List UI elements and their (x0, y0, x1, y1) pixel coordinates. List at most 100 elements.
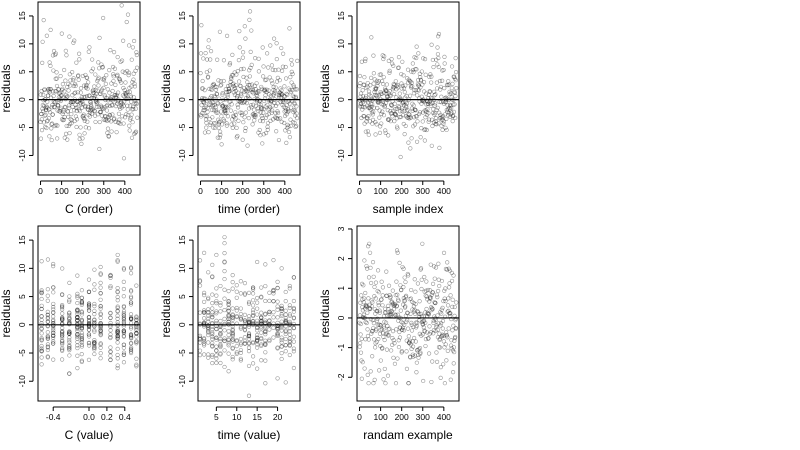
data-point (119, 100, 124, 105)
data-point (115, 74, 120, 79)
data-point (199, 86, 205, 91)
data-point (209, 86, 214, 91)
data-point (93, 72, 98, 77)
data-point (371, 337, 377, 342)
data-point (115, 322, 120, 327)
data-point (49, 126, 54, 131)
data-point (358, 104, 363, 109)
data-point (92, 267, 97, 272)
data-point (75, 307, 80, 312)
data-point (198, 51, 204, 56)
data-point (393, 112, 399, 118)
data-point (398, 97, 404, 102)
data-point (382, 90, 387, 95)
data-point (121, 350, 127, 355)
data-point (454, 86, 459, 91)
data-point (202, 322, 207, 327)
data-point (291, 349, 296, 354)
data-point (51, 310, 56, 315)
data-point (124, 112, 129, 117)
data-point (246, 317, 252, 322)
data-point (360, 100, 366, 105)
data-point (219, 82, 224, 87)
data-point (75, 315, 80, 320)
data-point (450, 304, 455, 309)
data-point (273, 103, 279, 108)
data-point (404, 101, 410, 106)
data-point (134, 330, 139, 336)
data-point (226, 319, 231, 324)
data-point (420, 82, 425, 87)
data-point (51, 323, 56, 328)
y-tick-label: -5 (177, 124, 187, 132)
data-point (39, 89, 44, 94)
data-point (80, 136, 85, 141)
data-point (391, 108, 396, 113)
data-point (51, 93, 56, 99)
data-point (361, 82, 366, 87)
data-point (205, 98, 210, 103)
data-point (397, 329, 402, 335)
data-point (429, 306, 435, 311)
data-point (443, 95, 449, 100)
data-point (420, 332, 425, 337)
data-point (279, 340, 284, 345)
data-point (263, 338, 268, 343)
data-point (396, 298, 401, 303)
data-point (447, 311, 452, 316)
data-point (412, 309, 417, 314)
data-point (94, 97, 99, 102)
data-point (410, 108, 415, 113)
data-point (368, 83, 373, 88)
data-point (415, 88, 420, 93)
data-point (98, 341, 103, 346)
data-point (418, 266, 424, 271)
data-point (259, 321, 264, 327)
data-point (40, 102, 45, 108)
data-point (213, 121, 218, 126)
data-point (76, 99, 81, 104)
data-point (363, 303, 369, 308)
data-point (280, 92, 285, 97)
x-axis-title: C (value) (65, 428, 114, 442)
data-point (60, 330, 65, 335)
data-point (428, 262, 433, 267)
y-tick-label: 5 (17, 294, 27, 299)
data-point (246, 321, 252, 326)
data-point (379, 346, 385, 351)
data-point (358, 300, 363, 305)
data-point (432, 316, 438, 321)
data-point (424, 112, 430, 118)
data-point (210, 320, 215, 326)
data-point (402, 89, 407, 95)
data-point (60, 342, 65, 347)
data-point (218, 343, 223, 348)
data-point (60, 322, 65, 327)
data-point (372, 89, 377, 95)
data-point (79, 325, 84, 331)
data-point (246, 341, 252, 346)
data-point (51, 319, 56, 324)
data-point (92, 320, 97, 325)
data-point (67, 331, 72, 337)
data-point (39, 326, 44, 331)
data-point (261, 64, 266, 69)
data-point (452, 76, 458, 81)
data-point (87, 45, 92, 50)
data-point (220, 92, 225, 97)
data-point (65, 109, 70, 114)
data-point (259, 106, 265, 111)
data-point (39, 331, 44, 336)
data-point (246, 363, 252, 369)
data-point (128, 347, 134, 352)
data-point (210, 306, 215, 311)
data-point (361, 114, 366, 119)
data-point (115, 366, 120, 371)
data-point (60, 111, 65, 116)
data-point (230, 337, 235, 342)
data-point (259, 84, 264, 90)
data-point (250, 88, 256, 93)
data-point (131, 106, 136, 112)
data-point (429, 143, 434, 148)
data-point (441, 339, 446, 344)
